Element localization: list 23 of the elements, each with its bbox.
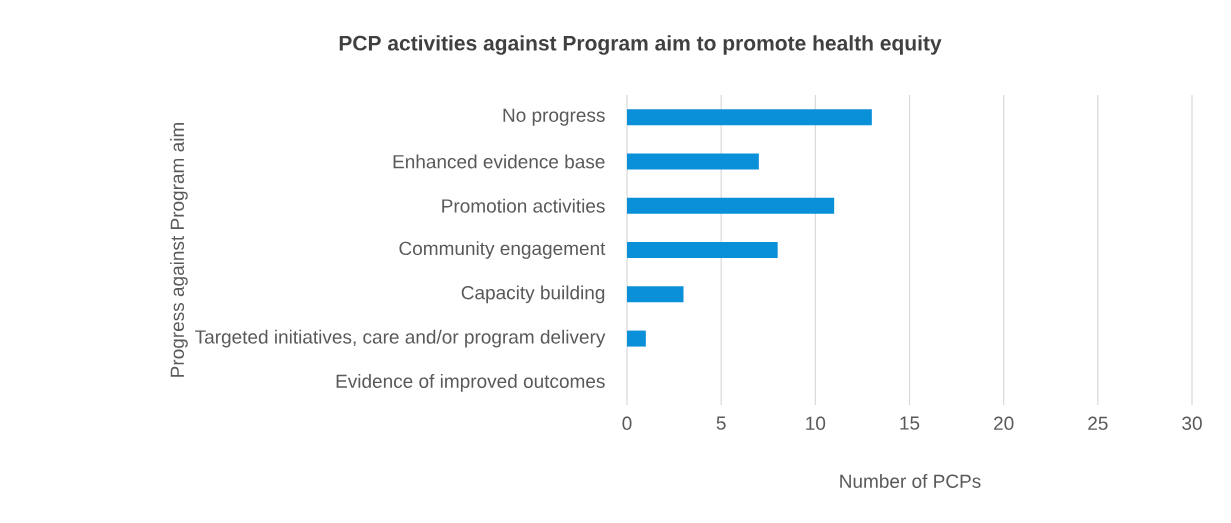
x-tick-label: 10 — [806, 416, 826, 430]
y-tick-label: Enhanced evidence base — [393, 154, 605, 169]
x-tick-label: 15 — [900, 416, 920, 430]
bar — [627, 153, 759, 170]
x-axis-title: Number of PCPs — [840, 474, 981, 488]
x-tick-label: 5 — [716, 416, 726, 430]
bar — [627, 286, 684, 303]
x-tick-label: 0 — [622, 416, 632, 430]
y-tick-label: Evidence of improved outcomes — [336, 374, 605, 392]
x-tick-label: 30 — [1182, 416, 1202, 430]
x-tick-label: 20 — [994, 416, 1014, 430]
bar — [627, 330, 646, 347]
bar — [627, 109, 872, 126]
chart-title: PCP activities against Program aim to promote health equity — [339, 35, 942, 55]
y-tick-label: Community engagement — [399, 241, 606, 259]
y-tick-label: Promotion activities — [442, 198, 605, 213]
y-tick-label: Capacity building — [461, 285, 605, 304]
y-tick-label: No progress — [503, 108, 605, 126]
bar — [627, 197, 835, 214]
x-tick-label: 25 — [1088, 416, 1108, 430]
y-tick-label: Targeted initiatives, care and/or program delivery — [195, 329, 606, 348]
y-axis-title: Progress against Program aim — [170, 123, 188, 377]
bar — [627, 242, 778, 259]
